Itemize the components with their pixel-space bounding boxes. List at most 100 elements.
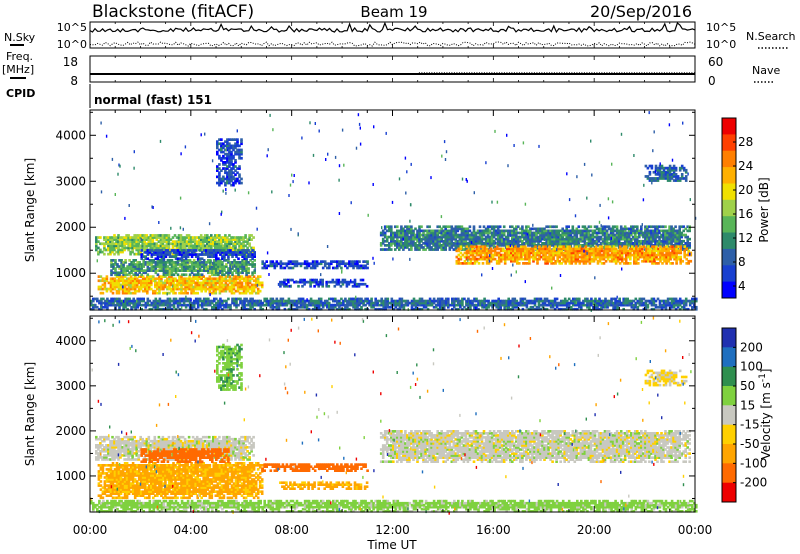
heatmap-cell bbox=[627, 242, 631, 245]
heatmap-cell bbox=[356, 266, 359, 270]
heatmap-cell bbox=[173, 240, 177, 243]
heatmap-cell bbox=[214, 246, 217, 250]
heatmap-cell bbox=[129, 279, 133, 283]
heatmap-cell bbox=[460, 237, 464, 241]
heatmap-cell bbox=[470, 233, 474, 237]
heatmap-cell bbox=[160, 275, 163, 278]
heatmap-cell bbox=[236, 281, 240, 285]
heatmap-cell bbox=[197, 236, 201, 239]
heatmap-cell bbox=[486, 237, 490, 241]
heatmap-cell bbox=[301, 262, 305, 266]
heatmap-cell bbox=[450, 225, 454, 229]
heatmap-cell bbox=[150, 279, 153, 283]
heatmap-cell bbox=[531, 231, 534, 235]
heatmap-cell bbox=[244, 240, 247, 243]
heatmap-cell bbox=[402, 235, 405, 239]
heatmap-cell bbox=[198, 281, 201, 285]
heatmap-cell bbox=[543, 231, 546, 235]
heatmap-cell bbox=[462, 248, 466, 251]
heatmap-cell bbox=[234, 244, 237, 248]
heatmap-cell bbox=[131, 244, 134, 248]
heatmap-cell bbox=[591, 235, 595, 239]
heatmap-cell bbox=[210, 291, 214, 295]
heatmap-cell bbox=[222, 287, 226, 291]
heatmap-cell bbox=[414, 237, 417, 241]
heatmap-cell bbox=[218, 236, 221, 239]
heatmap-cell bbox=[200, 251, 204, 254]
heatmap-cell bbox=[462, 231, 466, 235]
heatmap-cell bbox=[305, 262, 309, 266]
heatmap-cell bbox=[237, 251, 240, 254]
heatmap-cell bbox=[496, 233, 500, 237]
heatmap-cell bbox=[202, 285, 205, 289]
heatmap-cell bbox=[176, 249, 180, 252]
heatmap-cell bbox=[630, 227, 633, 231]
heatmap-cell bbox=[504, 244, 508, 247]
heatmap-cell bbox=[188, 287, 191, 291]
heatmap-cell bbox=[247, 253, 250, 256]
heatmap-cell bbox=[404, 239, 407, 243]
heatmap-cell bbox=[246, 283, 250, 287]
heatmap-cell bbox=[521, 239, 524, 243]
heatmap-cell bbox=[593, 225, 597, 229]
heatmap-cell bbox=[139, 279, 143, 283]
heatmap-cell bbox=[330, 262, 333, 266]
heatmap-cell bbox=[202, 275, 205, 278]
heatmap-cell bbox=[605, 244, 609, 247]
heatmap-cell bbox=[456, 242, 460, 245]
heatmap-cell bbox=[398, 233, 401, 237]
heatmap-cell bbox=[600, 245, 604, 249]
heatmap-cell bbox=[237, 267, 240, 270]
heatmap-cell bbox=[537, 229, 540, 233]
heatmap-cell bbox=[159, 244, 163, 248]
heatmap-cell bbox=[187, 240, 191, 243]
heatmap-cell bbox=[204, 283, 207, 287]
heatmap-cell bbox=[131, 240, 134, 243]
heatmap-cell bbox=[287, 262, 291, 266]
heatmap-cell bbox=[252, 246, 255, 250]
heatmap-cell bbox=[251, 249, 254, 252]
heatmap-cell bbox=[466, 235, 470, 239]
heatmap-cell bbox=[212, 289, 216, 293]
heatmap-cell bbox=[216, 246, 219, 250]
freq-tick-left-bottom: 8 bbox=[70, 74, 78, 88]
heatmap-cell bbox=[242, 279, 246, 283]
heatmap-cell bbox=[224, 283, 228, 287]
heatmap-cell bbox=[218, 279, 222, 283]
heatmap-cell bbox=[103, 283, 107, 287]
heatmap-cell bbox=[157, 246, 161, 250]
heatmap-cell bbox=[515, 235, 518, 239]
heatmap-cell bbox=[188, 277, 191, 281]
heatmap-cell bbox=[326, 262, 329, 266]
heatmap-cell bbox=[428, 239, 431, 243]
heatmap-cell bbox=[229, 269, 232, 272]
heatmap-cell bbox=[164, 261, 168, 264]
heatmap-cell bbox=[187, 236, 191, 239]
heatmap-cell bbox=[99, 250, 102, 254]
heatmap-cell bbox=[160, 279, 163, 283]
heatmap-cell bbox=[242, 242, 245, 246]
heatmap-cell bbox=[617, 233, 621, 237]
heatmap-cell bbox=[137, 279, 141, 283]
heatmap-cell bbox=[362, 260, 365, 263]
heatmap-cell bbox=[426, 235, 429, 239]
heatmap-cell bbox=[414, 233, 417, 237]
heatmap-cell bbox=[238, 275, 242, 278]
heatmap-cell bbox=[595, 239, 599, 243]
heatmap-cell bbox=[353, 282, 357, 286]
heatmap-cell bbox=[181, 242, 185, 246]
heatmap-cell bbox=[345, 284, 349, 288]
heatmap-cell bbox=[185, 244, 189, 248]
heatmap-cell bbox=[436, 244, 439, 247]
heatmap-cell bbox=[379, 244, 383, 247]
heatmap-cell bbox=[459, 245, 463, 249]
heatmap-cell bbox=[430, 231, 433, 235]
heatmap-cell bbox=[607, 242, 611, 245]
heatmap-cell bbox=[141, 236, 144, 239]
heatmap-cell bbox=[402, 233, 405, 237]
heatmap-cell bbox=[228, 281, 232, 285]
heatmap-cell bbox=[207, 269, 210, 272]
heatmap-cell bbox=[422, 235, 425, 239]
heatmap-cell bbox=[394, 244, 397, 247]
heatmap-cell bbox=[125, 289, 129, 293]
